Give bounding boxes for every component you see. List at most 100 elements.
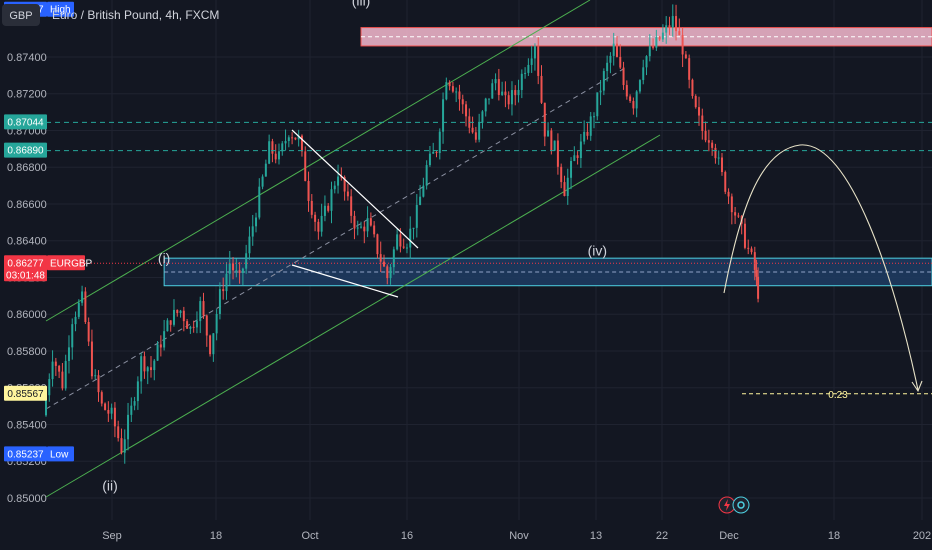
wave-labels: (i)(ii)(iii)(iv)(v) — [102, 0, 607, 494]
candle-body — [166, 320, 169, 332]
candle-body — [156, 344, 159, 361]
price-label-low[interactable]: 0.85237 Low — [4, 446, 74, 462]
price-label-value: 0.86277 — [7, 258, 44, 269]
candle-body — [330, 189, 333, 211]
candle-body — [602, 71, 605, 91]
price-label-value: 0.86890 — [7, 146, 44, 157]
candle-body — [202, 301, 205, 316]
price-label-target[interactable]: 0.85567 — [4, 385, 47, 401]
candle-body — [665, 25, 668, 33]
candle-body — [392, 249, 395, 268]
candle-body — [658, 36, 661, 40]
wedge-line-upper — [291, 129, 419, 249]
time-tick: Oct — [301, 530, 318, 542]
candle-body — [661, 32, 664, 40]
candle-body — [563, 182, 566, 196]
candle-body — [268, 141, 271, 164]
currency-badge[interactable] — [2, 4, 40, 26]
candle-body — [54, 361, 57, 366]
overlays: 0.23 — [46, 121, 932, 401]
candle-body — [698, 107, 701, 116]
candle-body — [750, 248, 753, 253]
candle-body — [533, 46, 536, 59]
candle-body — [304, 151, 307, 181]
candle-body — [556, 140, 559, 167]
candle-body — [629, 96, 632, 102]
candle-body — [409, 228, 412, 248]
candle-body — [642, 67, 645, 81]
candle-body — [648, 46, 651, 57]
candle-body — [704, 130, 707, 141]
price-label-bg — [4, 114, 47, 130]
time-tick: 22 — [656, 530, 668, 542]
price-label-note: Low — [50, 449, 69, 460]
candle-body — [566, 177, 569, 196]
candle-body — [560, 166, 563, 183]
candle-body — [163, 331, 166, 348]
price-label-bg — [4, 385, 47, 401]
candle-body — [343, 177, 346, 192]
candle-body — [461, 99, 464, 105]
candle-body — [251, 226, 254, 237]
time-tick: Nov — [509, 530, 529, 542]
candle-body — [172, 309, 175, 325]
candle-body — [550, 130, 553, 151]
candle-body — [271, 141, 274, 154]
candle-body — [691, 79, 694, 96]
candle-body — [501, 91, 504, 95]
candles — [45, 4, 760, 464]
candle-body — [455, 91, 458, 93]
price-label-current[interactable]: 0.86277 EURGBP 03:01:48 — [4, 255, 93, 282]
candle-body — [104, 403, 107, 410]
candle-body — [504, 91, 507, 96]
candle-body — [87, 322, 90, 342]
candle-body — [143, 356, 146, 372]
price-label-note-bg — [47, 255, 85, 271]
wave-label: (ii) — [102, 478, 118, 494]
candle-body — [146, 367, 149, 372]
time-tick: Sep — [102, 530, 122, 542]
candle-body — [465, 104, 468, 117]
price-label-bg — [4, 446, 47, 462]
price-label-value: 0.85567 — [7, 389, 44, 400]
price-label-note: High — [50, 5, 71, 16]
candle-body — [520, 73, 523, 90]
candle-body — [638, 80, 641, 92]
candle-body — [45, 395, 47, 416]
candle-body — [261, 176, 264, 187]
trend-channel — [45, 0, 661, 498]
price-label-bg — [4, 255, 47, 282]
candle-body — [97, 375, 100, 393]
candle-body — [140, 356, 143, 382]
candle-body — [333, 185, 336, 190]
time-tick: 16 — [401, 530, 413, 542]
candle-body — [474, 132, 477, 140]
candle-body — [235, 270, 238, 272]
candle-body — [425, 165, 428, 186]
price-labels: 0.87657High0.870440.868900.86277EURGBP03… — [4, 1, 93, 462]
candle-body — [615, 43, 618, 57]
time-tick: 13 — [590, 530, 602, 542]
price-label-level2[interactable]: 0.86890 — [4, 142, 47, 158]
price-tick: 0.85000 — [7, 493, 47, 505]
candle-body — [199, 301, 202, 322]
candle-body — [94, 375, 97, 377]
candle-body — [527, 64, 530, 73]
candle-body — [606, 62, 609, 72]
candle-body — [186, 321, 189, 329]
price-tick: 0.86400 — [7, 236, 47, 248]
candle-body — [71, 324, 74, 348]
candle-body — [405, 247, 408, 249]
gear-icon[interactable] — [732, 496, 750, 514]
candle-body — [507, 95, 510, 105]
candle-body — [415, 204, 418, 228]
candle-body — [412, 227, 415, 229]
candle-body — [612, 43, 615, 56]
candle-body — [757, 276, 760, 299]
candle-body — [67, 347, 70, 361]
price-label-value: 0.87044 — [7, 117, 44, 128]
candle-body — [123, 439, 126, 453]
price-label-level1[interactable]: 0.87044 — [4, 114, 47, 130]
candle-body — [478, 122, 481, 140]
